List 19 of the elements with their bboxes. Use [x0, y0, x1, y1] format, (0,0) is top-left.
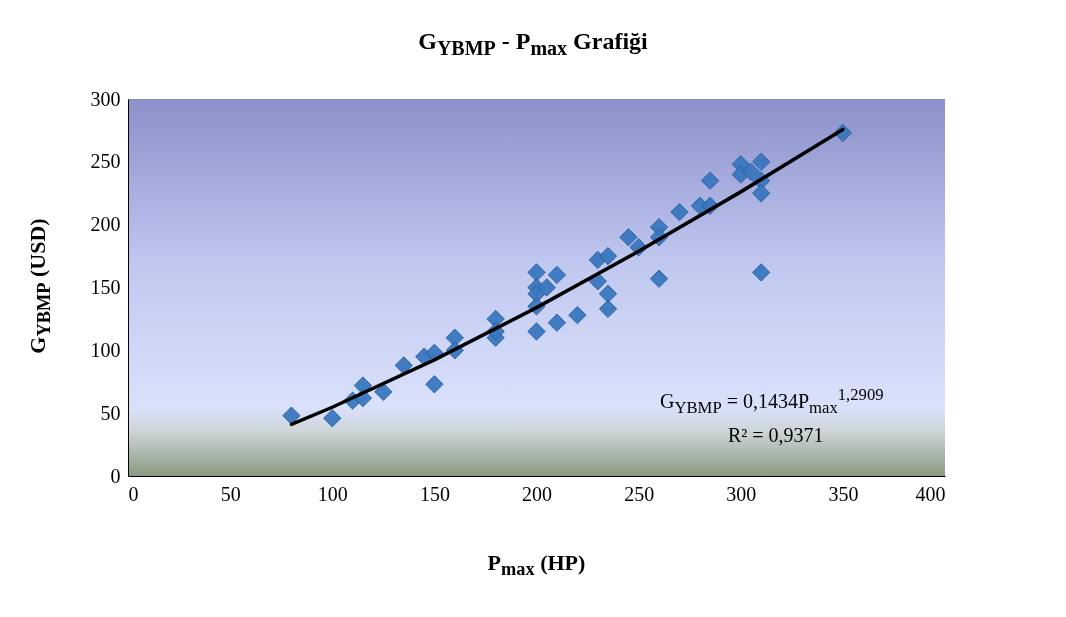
chart-title: G$_{YBMP}$ - P$_{max}$ Grafiği	[417, 28, 649, 60]
y-tick-label: 250	[90, 150, 121, 173]
x-tick-label: 250	[624, 482, 655, 505]
x-tick-label: 350	[828, 482, 859, 505]
x-tick-label: 150	[419, 482, 450, 505]
y-tick-label: 300	[90, 87, 121, 110]
x-tick-label: 100	[317, 482, 348, 505]
x-tick-label: 400	[915, 482, 946, 505]
x-axis-title: P$_{max}$ (HP)	[486, 550, 587, 581]
x-tick-label: 200	[522, 482, 552, 505]
x-tick-label: 0	[128, 482, 139, 505]
x-tick-label: 300	[726, 482, 757, 505]
x-tick-label: 50	[220, 482, 241, 505]
y-tick-label: 50	[100, 401, 121, 424]
y-tick-label: 150	[90, 276, 121, 298]
annotation: R² = 0,9371	[728, 424, 824, 447]
y-tick-label: 0	[110, 464, 121, 487]
y-tick-label: 100	[90, 338, 121, 361]
y-tick-label: 200	[90, 213, 121, 236]
